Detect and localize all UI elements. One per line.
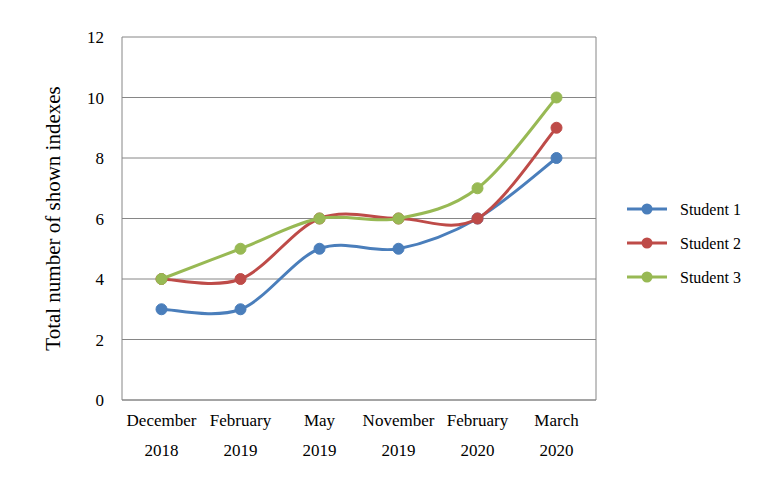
series-marker (314, 243, 325, 254)
series-marker (156, 274, 167, 285)
y-tick-label: 4 (96, 270, 105, 289)
series-marker (156, 274, 167, 285)
grid-line (122, 400, 596, 401)
plot-frame (596, 37, 597, 400)
series-marker (314, 213, 325, 224)
x-axis (122, 400, 596, 401)
grid-line (122, 339, 596, 340)
x-tick-label-line: 2018 (145, 441, 179, 460)
x-tick-label-line: March (534, 411, 579, 430)
series-marker (235, 274, 246, 285)
y-tick-label: 8 (96, 149, 105, 168)
series-marker (551, 153, 562, 164)
legend: Student 1 Student 2 Student 3 (627, 201, 741, 286)
legend-label: Student 2 (680, 235, 741, 252)
series-marker (393, 213, 404, 224)
x-tick-label-line: 2019 (382, 441, 416, 460)
grid-line (122, 37, 596, 38)
series-marker (472, 183, 483, 194)
y-tick-label: 10 (87, 89, 104, 108)
x-tick-label-line: 2020 (461, 441, 495, 460)
legend-marker (642, 238, 653, 249)
series-line (162, 128, 557, 284)
x-tick-label: December 2018 (127, 411, 197, 460)
series-marker (393, 243, 404, 254)
x-tick-label-line: 2019 (303, 441, 337, 460)
y-axis (122, 37, 123, 400)
y-tick-label: 12 (87, 28, 104, 47)
chart-container: 0 2 4 6 8 10 12 December 2018 February 2019 May 2019… (0, 0, 778, 491)
x-tick-label: May 2019 (303, 411, 337, 460)
legend-label: Student 3 (680, 269, 741, 286)
series-marker (551, 92, 562, 103)
y-axis-title: Total number of shown indexes (41, 86, 65, 350)
series-marker (551, 122, 562, 133)
legend-label: Student 1 (680, 201, 741, 218)
x-tick-label: November 2019 (363, 411, 435, 460)
grid-line (122, 158, 596, 159)
x-tick-label: March 2020 (534, 411, 579, 460)
series-line (162, 98, 557, 280)
series-marker (235, 304, 246, 315)
x-tick-label-line: December (127, 411, 197, 430)
y-tick-label: 6 (96, 210, 105, 229)
grid-line (122, 279, 596, 280)
legend-marker (642, 272, 653, 283)
chart-svg: 0 2 4 6 8 10 12 December 2018 February 2019 May 2019… (0, 0, 778, 491)
series-marker (472, 213, 483, 224)
series-marker (235, 243, 246, 254)
y-tick-label: 2 (96, 331, 105, 350)
series-marker (314, 213, 325, 224)
plot-area (156, 92, 562, 315)
x-tick-label-line: February (447, 411, 509, 430)
x-tick-label: February 2019 (210, 411, 272, 460)
x-tick-label: February 2020 (447, 411, 509, 460)
x-tick-label-line: 2020 (540, 441, 574, 460)
legend-marker (642, 204, 653, 215)
grid-line (122, 97, 596, 98)
y-tick-label: 0 (96, 391, 105, 410)
series-line (162, 158, 557, 314)
series-marker (156, 304, 167, 315)
series-marker (393, 213, 404, 224)
x-tick-label-line: May (304, 411, 336, 430)
x-tick-label-line: 2019 (224, 441, 258, 460)
series-marker (472, 213, 483, 224)
x-tick-label-line: November (363, 411, 435, 430)
x-tick-label-line: February (210, 411, 272, 430)
